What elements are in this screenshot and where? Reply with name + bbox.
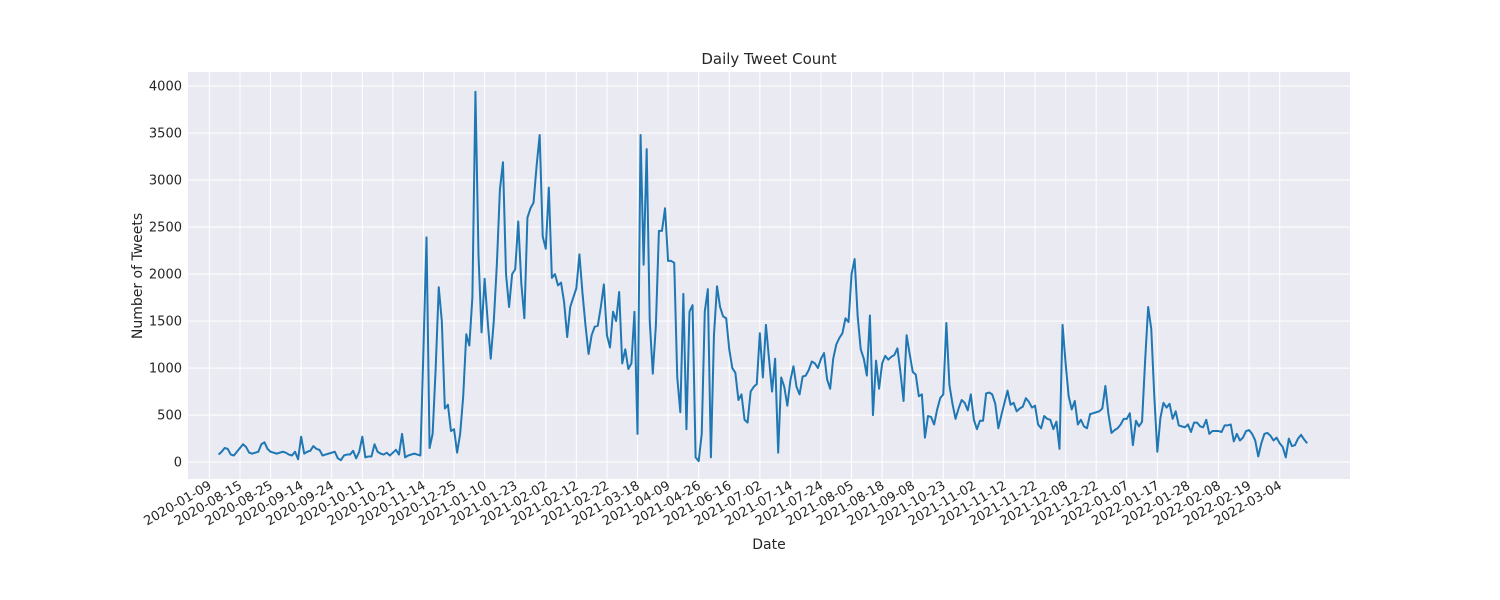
y-tick-label: 2500 [149,221,182,236]
y-axis-label: Number of Tweets [130,213,146,339]
x-tick-labels: 2020-01-092020-08-152020-08-252020-09-14… [141,478,1284,529]
axes-background [188,72,1350,479]
y-tick-label: 4000 [149,80,182,95]
grid-lines [188,72,1350,479]
chart-title: Daily Tweet Count [701,50,836,68]
x-axis-label: Date [752,537,785,553]
y-tick-label: 1000 [149,362,182,377]
y-tick-labels: 0 500 1000 1500 2000 2500 3000 3500 4000 [149,80,182,471]
y-tick-label: 2000 [149,268,182,283]
tweet-count-line [217,90,1308,463]
y-tick-label: 0 [174,456,182,471]
y-tick-label: 3000 [149,174,182,189]
y-tick-label: 3500 [149,127,182,142]
y-tick-label: 1500 [149,315,182,330]
y-tick-label: 500 [157,409,182,424]
